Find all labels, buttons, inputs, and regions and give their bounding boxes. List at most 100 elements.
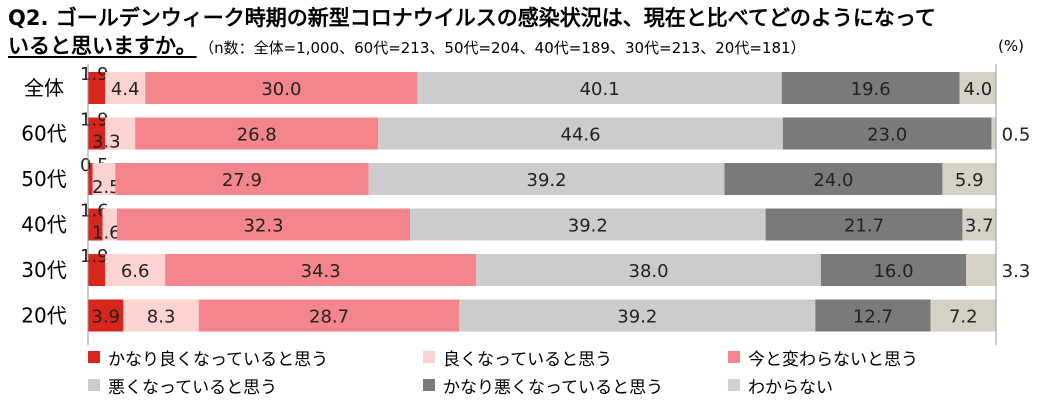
data-label: 44.6 xyxy=(561,125,601,146)
row-label: 50代 xyxy=(21,167,66,191)
data-label: 23.0 xyxy=(867,125,907,146)
legend-swatch xyxy=(423,379,435,391)
data-label: 1.9 xyxy=(80,110,109,131)
data-label: 4.0 xyxy=(964,79,993,100)
data-label: 7.2 xyxy=(949,307,978,328)
data-label: 4.4 xyxy=(111,79,140,100)
data-label: 32.3 xyxy=(243,216,283,237)
data-label: 39.2 xyxy=(568,216,608,237)
data-label: 39.2 xyxy=(527,170,567,191)
legend-swatch xyxy=(88,351,100,363)
data-label: 19.6 xyxy=(851,79,891,100)
bar-segment xyxy=(88,117,106,150)
bar-segment xyxy=(815,299,931,332)
bar-segment xyxy=(123,299,199,332)
chart-title-continued: いると思いますか。 （n数：全体=1,000、60代=213、50代=204、40… xyxy=(8,32,1048,62)
legend-label: かなり良くなっていると思う xyxy=(108,349,329,370)
bar-segment xyxy=(942,163,996,195)
legend-label: 今と変わらないと思う xyxy=(748,349,918,370)
data-label: 3.3 xyxy=(1002,261,1031,282)
bar-segment xyxy=(92,163,116,195)
legend-item: 悪くなっていると思う xyxy=(88,373,278,398)
bar-segment xyxy=(966,254,996,286)
row-label: 30代 xyxy=(21,258,66,282)
data-label: 1.9 xyxy=(80,64,109,85)
data-label: 26.8 xyxy=(237,125,277,146)
bar-segment xyxy=(820,254,967,286)
bar-segment xyxy=(102,208,118,241)
legend-label: 良くなっていると思う xyxy=(443,349,613,370)
legend-item: 良くなっていると思う xyxy=(423,345,613,370)
data-label: 6.6 xyxy=(121,261,150,282)
data-label: 38.0 xyxy=(629,261,669,282)
bar-segment xyxy=(410,208,766,241)
bar-segment xyxy=(165,254,477,286)
bar-segment xyxy=(781,72,960,104)
legend-swatch xyxy=(88,379,100,391)
row-label: 40代 xyxy=(21,213,66,237)
legend-label: わからない xyxy=(748,377,833,398)
chart-title: Q2. ゴールデンウィーク時期の新型コロナウイルスの感染状況は、現在と比べてどの… xyxy=(8,6,936,30)
data-label: 2.5 xyxy=(92,177,121,198)
bar-segment xyxy=(105,117,136,150)
bar-segment xyxy=(88,72,106,104)
unit-label: (%) xyxy=(998,37,1024,55)
data-label: 12.7 xyxy=(853,307,893,328)
chart-title-line2: いると思いますか。 xyxy=(8,34,197,58)
bar-segment xyxy=(724,163,943,195)
sample-size-note: （n数：全体=1,000、60代=213、50代=204、40代=189、30代… xyxy=(206,39,806,57)
data-label: 30.0 xyxy=(261,79,301,100)
legend: かなり良くなっていると思う 良くなっていると思う 今と変わらないと思う悪くなっている… xyxy=(88,345,1038,405)
legend-item: わからない xyxy=(728,373,833,398)
bar-segment xyxy=(930,299,996,332)
data-label: 40.1 xyxy=(580,79,620,100)
bar-segment xyxy=(88,254,106,286)
bar-segment xyxy=(198,299,460,332)
data-label: 16.0 xyxy=(873,261,913,282)
bar-segment xyxy=(145,72,418,104)
bar-segment xyxy=(368,163,725,195)
bar-segment xyxy=(417,72,782,104)
data-label: 24.0 xyxy=(813,170,853,191)
data-label: 8.3 xyxy=(147,307,176,328)
bar-segment xyxy=(476,254,821,286)
bar-segment xyxy=(459,299,816,332)
data-label: 1.9 xyxy=(80,246,109,267)
row-label: 60代 xyxy=(21,122,66,146)
row-label: 全体 xyxy=(24,76,64,100)
row-label: 20代 xyxy=(21,304,66,328)
bar-segment xyxy=(88,163,93,195)
legend-item: かなり悪くなっていると思う xyxy=(423,373,664,398)
bar-segment xyxy=(959,72,996,104)
bar-segment xyxy=(115,163,369,195)
data-label: 1.6 xyxy=(80,201,109,222)
legend-swatch xyxy=(423,351,435,363)
bar-segment xyxy=(105,72,146,104)
bar-segment xyxy=(782,117,992,150)
bar-segment xyxy=(378,117,783,150)
data-label: 3.7 xyxy=(965,216,994,237)
data-label: 39.2 xyxy=(617,307,657,328)
data-label: 5.9 xyxy=(955,170,984,191)
legend-swatch xyxy=(728,379,740,391)
bar-segment xyxy=(962,208,996,241)
bar-segment xyxy=(88,208,103,241)
data-label: 34.3 xyxy=(301,261,341,282)
data-label: 28.7 xyxy=(309,307,349,328)
bar-segment xyxy=(765,208,963,241)
data-label: 3.3 xyxy=(92,132,121,153)
legend-label: 悪くなっていると思う xyxy=(108,377,278,398)
bar-segment xyxy=(117,208,411,241)
data-label: 27.9 xyxy=(222,170,262,191)
data-label: 3.9 xyxy=(91,307,120,328)
bar-segment xyxy=(991,117,996,150)
legend-item: かなり良くなっていると思う xyxy=(88,345,329,370)
legend-label: かなり悪くなっていると思う xyxy=(443,377,664,398)
data-label: 21.7 xyxy=(844,216,884,237)
legend-item: 今と変わらないと思う xyxy=(728,345,918,370)
legend-swatch xyxy=(728,351,740,363)
bar-segment xyxy=(88,299,124,332)
data-label: 0.5 xyxy=(1002,125,1031,146)
data-label: 1.6 xyxy=(92,223,121,244)
